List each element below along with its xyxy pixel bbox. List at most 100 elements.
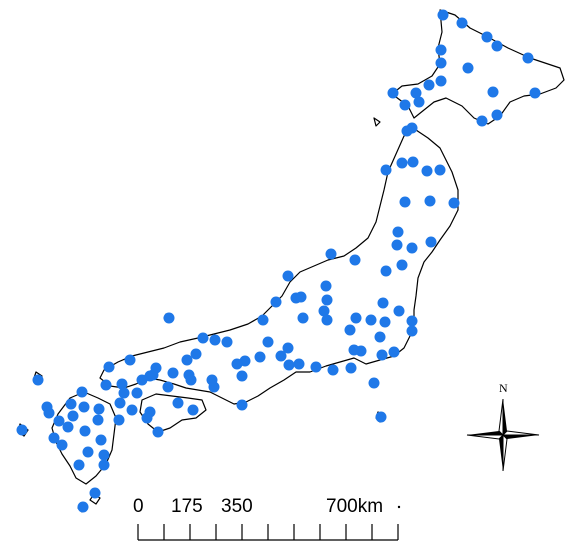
north-arrow: N [466, 381, 540, 472]
station-marker [16, 424, 28, 436]
scale-dot [397, 505, 401, 509]
north-arrow-south-shade [499, 435, 503, 471]
station-marker [401, 125, 413, 137]
station-marker [421, 165, 433, 177]
station-marker [93, 403, 105, 415]
station-marker [103, 361, 115, 373]
station-marker [393, 305, 405, 317]
station-marker [78, 401, 90, 413]
north-label: N [499, 381, 508, 395]
station-marker [282, 270, 294, 282]
station-marker [67, 410, 79, 422]
station-marker [476, 115, 488, 127]
scale-label-350: 350 [221, 496, 253, 517]
station-marker [297, 312, 309, 324]
station-marker [425, 236, 437, 248]
station-marker [399, 196, 411, 208]
station-marker [406, 242, 418, 254]
north-arrow-east [501, 430, 540, 436]
station-marker [116, 378, 128, 390]
station-marker [98, 459, 110, 471]
station-marker [481, 31, 493, 43]
north-arrow-north [498, 398, 504, 437]
north-arrow-west [466, 434, 505, 440]
station-marker [270, 296, 282, 308]
north-arrow-east-shade [503, 435, 539, 439]
station-marker [283, 359, 295, 371]
station-marker [413, 96, 425, 108]
station-marker [163, 312, 175, 324]
station-marker [197, 332, 209, 344]
station-marker [100, 379, 112, 391]
station-marker [82, 446, 94, 458]
station-marker [141, 412, 153, 424]
station-marker [206, 374, 218, 386]
station-marker [348, 344, 360, 356]
station-marker [396, 157, 408, 169]
station-marker [293, 358, 305, 370]
station-markers [16, 9, 541, 513]
station-marker [349, 254, 361, 266]
station-marker [187, 404, 199, 416]
station-marker [92, 414, 104, 426]
station-marker [118, 387, 130, 399]
station-marker [365, 314, 377, 326]
station-marker [190, 348, 202, 360]
north-arrow-north-shade [503, 399, 507, 435]
station-marker [321, 294, 333, 306]
station-marker [380, 164, 392, 176]
station-marker [522, 52, 534, 64]
scale-label-0: 0 [133, 496, 144, 517]
station-marker [185, 374, 197, 386]
station-marker [152, 426, 164, 438]
station-marker [79, 425, 91, 437]
station-marker [76, 386, 88, 398]
station-marker [236, 399, 248, 411]
scale-bar: 0 175 350 700km [133, 496, 401, 541]
station-marker [406, 325, 418, 337]
station-marker [209, 334, 221, 346]
scale-ticks [137, 524, 399, 540]
north-arrow-south [502, 433, 508, 472]
station-marker [275, 350, 287, 362]
station-marker [325, 248, 337, 260]
station-marker [377, 297, 389, 309]
station-marker [167, 367, 179, 379]
station-marker [380, 265, 392, 277]
station-marker [53, 415, 65, 427]
station-marker [424, 195, 436, 207]
station-marker [374, 331, 386, 343]
coastline-shikoku [139, 393, 207, 433]
station-marker [435, 44, 447, 56]
station-marker [392, 226, 404, 238]
station-marker [95, 434, 107, 446]
station-marker [435, 75, 447, 87]
station-marker [48, 432, 60, 444]
scale-label-700km: 700km [326, 496, 383, 517]
station-marker [318, 305, 330, 317]
station-marker [62, 421, 74, 433]
station-marker [126, 404, 138, 416]
station-marker [529, 87, 541, 99]
station-marker [98, 449, 110, 461]
station-marker [491, 109, 503, 121]
station-marker [344, 324, 356, 336]
station-marker [162, 381, 174, 393]
station-marker [437, 9, 449, 21]
station-marker [407, 156, 419, 168]
station-marker [254, 351, 266, 363]
station-marker [375, 411, 387, 423]
station-marker [406, 315, 418, 327]
station-marker [310, 361, 322, 373]
station-marker [320, 280, 332, 292]
station-marker [124, 354, 136, 366]
station-marker [435, 57, 447, 69]
station-marker [231, 358, 243, 370]
coastline-honshu [99, 129, 459, 405]
station-marker [32, 374, 44, 386]
station-marker [181, 354, 193, 366]
station-marker [434, 164, 446, 176]
station-marker [56, 439, 68, 451]
station-marker [387, 87, 399, 99]
